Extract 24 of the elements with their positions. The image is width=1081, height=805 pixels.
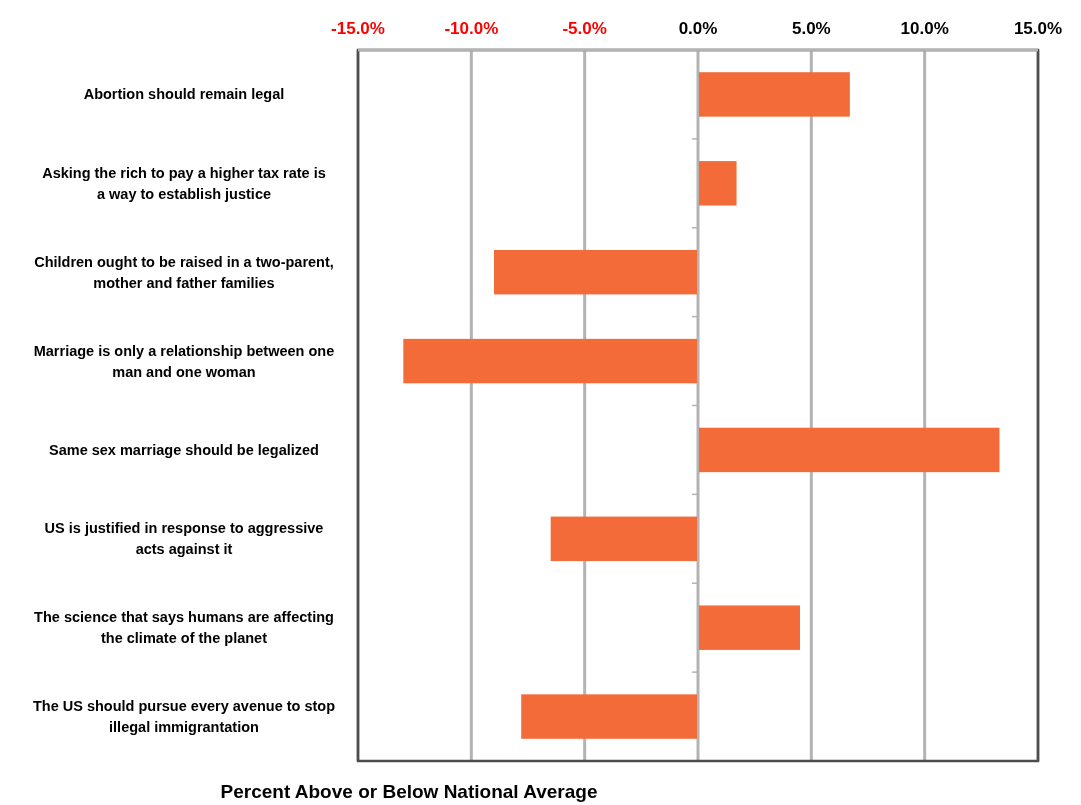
x-axis-title: Percent Above or Below National Average [220,781,598,802]
bar [698,161,737,206]
bar [698,72,850,117]
x-tick-label: 0.0% [678,19,718,38]
bar [698,427,1000,473]
bar [494,249,698,295]
y-tick-label: Marriage is only a relationship between one man and one woman [33,342,335,380]
bar [403,338,698,384]
x-tick-label: -10.0% [444,19,499,38]
y-tick-label: Children ought to be raised in a two-parent, mother and father families [34,253,334,291]
x-tick-label: -5.0% [562,19,607,38]
x-tick-label: 5.0% [791,19,831,38]
y-tick-label: Asking the rich to pay a higher tax rate is a way to establish justice [42,164,326,202]
y-tick-label: The science that says humans are affecting the climate of the planet [34,609,334,647]
y-tick-label: Abortion should remain legal [83,86,285,103]
y-tick-label: The US should pursue every avenue to stop illegal immigrantation [32,698,336,736]
bar [698,605,800,650]
x-tick-label: 10.0% [900,19,949,38]
bar [550,516,698,562]
x-tick-label: 15.0% [1013,19,1063,38]
y-tick-label: US is justified in response to aggressive acts against it [44,520,324,558]
x-tick-label: -15.0% [331,19,385,38]
bar [521,694,698,739]
y-tick-label: Same sex marriage should be legalized [49,441,319,458]
